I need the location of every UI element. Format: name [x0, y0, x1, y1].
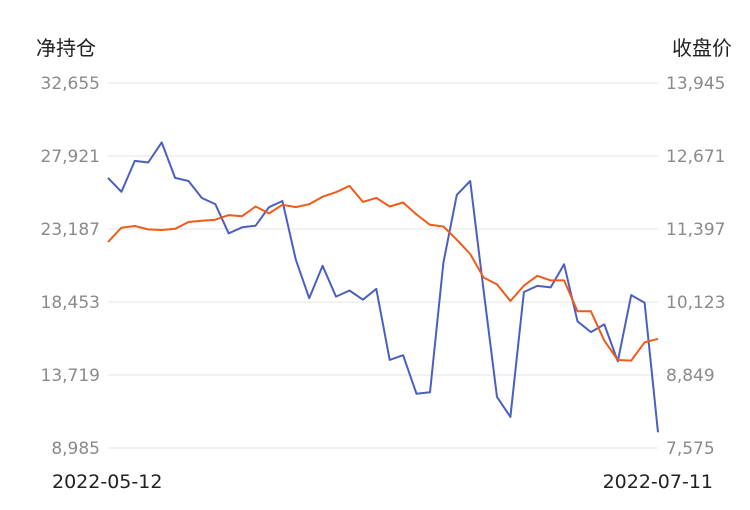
left-tick-label: 18,453	[41, 293, 100, 313]
left-tick-label: 8,985	[51, 439, 100, 459]
right-tick-label: 11,397	[666, 220, 725, 240]
left-axis-ticks: 32,655 27,921 23,187 18,453 13,719 8,985	[41, 74, 100, 459]
left-axis-title: 净持仓	[36, 36, 96, 60]
right-axis-title: 收盘价	[672, 36, 732, 60]
series-lines	[107, 141, 659, 433]
x-end-label: 2022-07-11	[603, 471, 713, 493]
left-tick-label: 13,719	[41, 366, 100, 386]
net-position-line	[107, 141, 659, 433]
x-start-label: 2022-05-12	[52, 471, 162, 493]
right-tick-label: 12,671	[666, 147, 725, 167]
gridlines	[108, 82, 658, 449]
close-price-line	[107, 184, 659, 362]
left-tick-label: 32,655	[41, 74, 100, 94]
right-tick-label: 10,123	[666, 293, 725, 313]
right-axis-ticks: 13,945 12,671 11,397 10,123 8,849 7,575	[666, 74, 725, 459]
left-tick-label: 27,921	[41, 147, 100, 167]
right-tick-label: 8,849	[666, 366, 715, 386]
right-tick-label: 7,575	[666, 439, 715, 459]
right-tick-label: 13,945	[666, 74, 725, 94]
left-tick-label: 23,187	[41, 220, 100, 240]
